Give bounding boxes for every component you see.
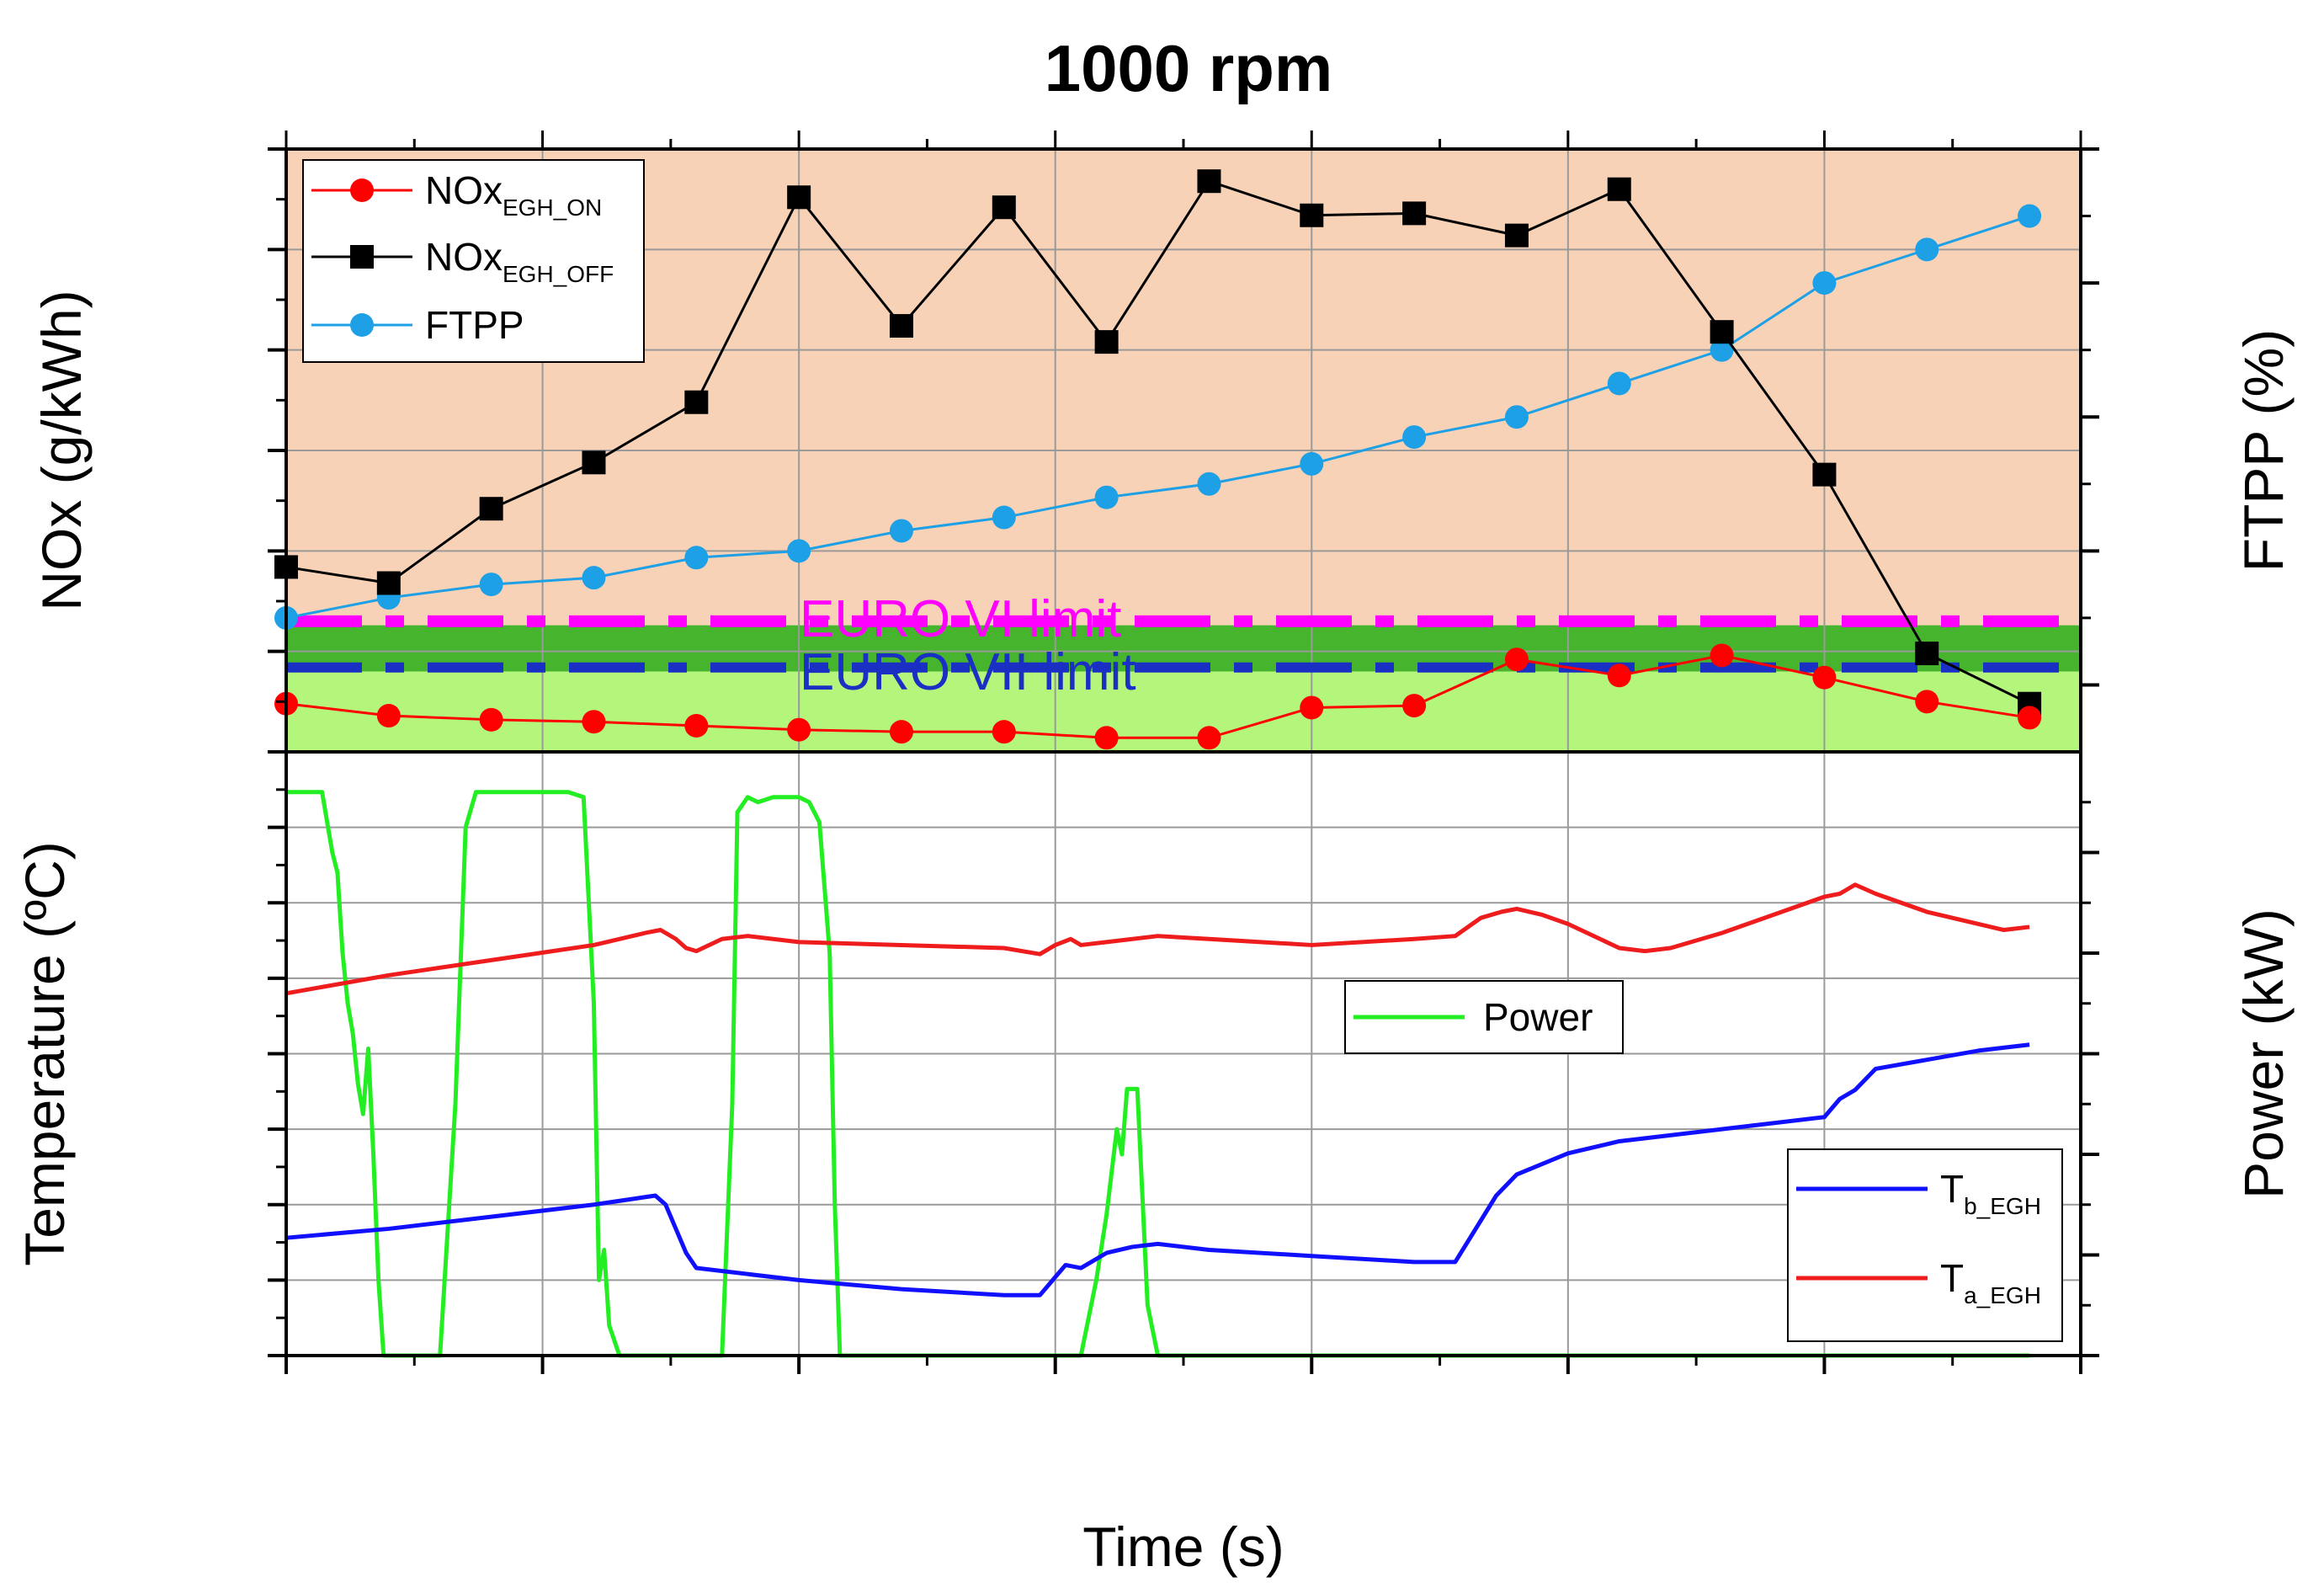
point-nox-egh-on <box>1915 690 1939 714</box>
point-ftpp <box>1094 485 1119 509</box>
series-line-nox-egh-on <box>285 653 2030 739</box>
point-nox-egh-on <box>582 710 606 734</box>
chart-title: 1000 rpm <box>1045 31 1333 105</box>
point-nox-egh-on <box>1094 726 1119 750</box>
series-line-t-a-egh <box>285 882 2030 996</box>
legend-sub-tb-egh: b_EGH <box>1964 1193 2041 1219</box>
point-nox-egh-on <box>376 704 401 728</box>
point-ftpp <box>1300 451 1324 476</box>
point-ftpp <box>1607 371 1631 396</box>
top-panel: EURO VI limit EURO VII limit NOx (g/kWh)… <box>30 131 2295 754</box>
bottom-panel: Temperature (ºC) Power (kW) Time (s) Pow… <box>13 750 2295 1578</box>
top-axis-ticks <box>268 131 2099 754</box>
legend-main-nox-egh-off: NOx <box>425 235 503 279</box>
euro6-limit-label: EURO VI limit <box>800 590 1121 648</box>
legend-label-nox-egh-on: NOxEGH_ON <box>425 168 602 221</box>
point-nox-egh-on <box>1710 643 1734 668</box>
point-nox-egh-on <box>1812 665 1837 690</box>
temperature-legend: Tb_EGH Ta_EGH <box>1787 1148 2063 1342</box>
point-nox-egh-on <box>1402 694 1427 718</box>
series-line-t-b-egh <box>285 1042 2030 1297</box>
legend-swatch-marker <box>350 245 374 269</box>
point-nox-egh-on <box>787 717 811 742</box>
point-ftpp <box>1504 405 1529 429</box>
nox-legend: NOxEGH_ON NOxEGH_OFF FTPP <box>302 159 645 363</box>
legend-swatch-marker <box>350 313 374 337</box>
point-nox-egh-off <box>1094 330 1119 354</box>
point-nox-egh-off <box>1915 642 1939 666</box>
point-nox-egh-on <box>1300 695 1324 720</box>
legend-label-ftpp: FTPP <box>425 303 524 347</box>
point-nox-egh-on <box>1197 726 1221 750</box>
limit-lines <box>286 615 2081 673</box>
point-nox-egh-off <box>684 390 709 414</box>
point-ftpp <box>1710 338 1734 362</box>
point-nox-egh-on <box>1607 663 1631 688</box>
legend-swatch-marker <box>350 178 374 202</box>
point-ftpp <box>1402 425 1427 450</box>
point-nox-egh-on <box>992 720 1016 744</box>
time-axis-label: Time (s) <box>1082 1516 1284 1578</box>
legend-label-tb-egh: Tb_EGH <box>1940 1167 2041 1219</box>
point-nox-egh-on <box>2018 706 2042 730</box>
power-axis-label: Power (kW) <box>2232 908 2295 1199</box>
legend-main-ta-egh: T <box>1940 1256 1964 1300</box>
top-gridlines <box>286 149 2081 752</box>
temperature-legend-box <box>1787 1148 2063 1342</box>
point-nox-egh-off <box>1197 169 1221 194</box>
legend-entry-nox-egh-off: NOxEGH_OFF <box>311 235 614 287</box>
point-ftpp <box>2018 204 2042 228</box>
point-ftpp <box>582 566 606 590</box>
series-line-nox-egh-off <box>285 179 2030 706</box>
point-nox-egh-off <box>1812 462 1837 487</box>
point-ftpp <box>1197 472 1221 496</box>
point-nox-egh-on <box>479 707 503 732</box>
point-nox-egh-off <box>889 314 913 338</box>
point-nox-egh-off <box>1504 223 1529 248</box>
point-ftpp <box>684 546 709 570</box>
ftpp-axis-label: FTPP (%) <box>2232 329 2295 572</box>
legend-main-tb-egh: T <box>1940 1167 1964 1211</box>
band-below-euro7 <box>286 671 2081 752</box>
point-nox-egh-off <box>376 571 401 595</box>
legend-label-ta-egh: Ta_EGH <box>1940 1256 2041 1308</box>
point-ftpp <box>1915 237 1939 262</box>
legend-sub-nox-egh-off: EGH_OFF <box>503 261 614 287</box>
legend-label-nox-egh-off: NOxEGH_OFF <box>425 235 614 287</box>
point-nox-egh-on <box>1504 647 1529 672</box>
nox-axis-label: NOx (g/kWh) <box>30 290 93 610</box>
series-line-ftpp <box>285 215 2030 620</box>
bottom-series <box>285 790 2030 1358</box>
point-nox-egh-off <box>787 185 811 210</box>
point-nox-egh-off <box>1710 320 1734 344</box>
legend-main-nox-egh-on: NOx <box>425 168 503 212</box>
point-ftpp <box>1812 271 1837 296</box>
series-line-power <box>286 790 2030 1358</box>
legend-sub-nox-egh-on: EGH_ON <box>503 194 602 221</box>
point-nox-egh-off <box>1607 177 1631 201</box>
legend-sub-ta-egh: a_EGH <box>1964 1282 2041 1308</box>
point-nox-egh-off <box>582 450 606 475</box>
point-nox-egh-on <box>684 713 709 738</box>
legend-entry-ftpp: FTPP <box>311 303 524 347</box>
point-nox-egh-off <box>1402 201 1427 226</box>
legend-label-power: Power <box>1483 995 1593 1039</box>
point-ftpp <box>479 573 503 597</box>
point-ftpp <box>787 539 811 563</box>
point-nox-egh-off <box>1300 203 1324 227</box>
legend-entry-nox-egh-on: NOxEGH_ON <box>311 168 602 221</box>
point-nox-egh-off <box>992 195 1016 220</box>
euro7-limit-label: EURO VII limit <box>800 643 1136 701</box>
power-legend: Power <box>1344 980 1624 1054</box>
point-nox-egh-off <box>479 497 503 521</box>
point-ftpp <box>889 519 913 543</box>
top-series <box>274 169 2042 750</box>
point-nox-egh-on <box>889 720 913 744</box>
point-ftpp <box>992 505 1016 530</box>
temperature-axis-label: Temperature (ºC) <box>13 841 76 1266</box>
bottom-axis-ticks <box>268 788 2099 1374</box>
